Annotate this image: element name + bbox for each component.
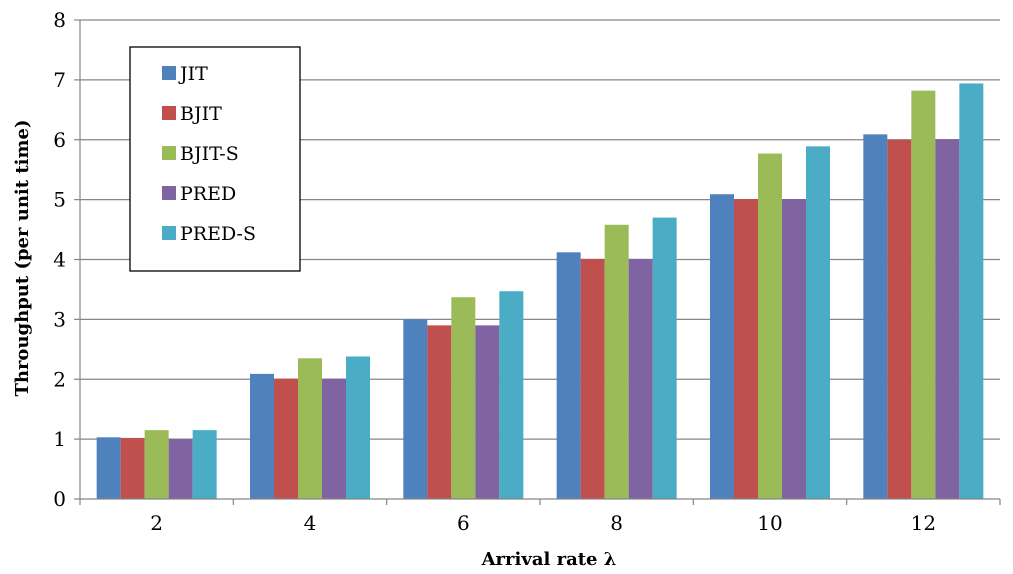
bar-pred-2 — [168, 439, 193, 499]
legend: JIT BJIT BJIT-S PRED PRED-S — [129, 46, 301, 272]
y-tick-labels: 0 1 2 3 4 5 6 7 8 — [53, 8, 66, 511]
x-tick-label: 10 — [757, 511, 782, 535]
bar-bjit-10 — [734, 199, 758, 499]
bar-bjit-12 — [887, 139, 912, 499]
legend-swatch — [162, 146, 176, 160]
bar-jit-10 — [710, 194, 734, 499]
legend-label: PRED-S — [180, 223, 256, 245]
bar-pred-s-6 — [499, 291, 524, 499]
y-tick-label: 3 — [53, 307, 66, 331]
bar-bjit-s-2 — [144, 430, 169, 499]
bar-pred-4 — [322, 378, 346, 499]
bar-bjit-s-12 — [911, 90, 936, 499]
bar-pred-s-8 — [652, 217, 677, 499]
legend-box — [129, 46, 301, 272]
bar-bjit-6 — [427, 325, 452, 499]
bar-pred-12 — [935, 139, 960, 499]
bar-bjit-s-4 — [298, 358, 322, 499]
x-tick-label: 8 — [610, 511, 623, 535]
bar-bjit-2 — [120, 437, 145, 499]
bar-bjit-4 — [274, 378, 298, 499]
bar-pred-6 — [475, 325, 500, 499]
y-tick-label: 5 — [53, 188, 66, 212]
x-tick-label: 12 — [911, 511, 936, 535]
y-tick-label: 4 — [53, 248, 66, 272]
legend-swatch — [162, 106, 176, 120]
bar-jit-4 — [250, 373, 274, 499]
x-tick-label: 4 — [304, 511, 317, 535]
legend-swatch — [162, 226, 176, 240]
x-axis-title: Arrival rate λ — [481, 549, 617, 570]
y-tick-label: 2 — [53, 367, 66, 391]
bar-jit-12 — [863, 134, 888, 499]
y-axis-title: Throughput (per unit time) — [12, 119, 33, 396]
y-tick-label: 6 — [53, 128, 66, 152]
bar-pred-8 — [628, 258, 653, 499]
bar-jit-6 — [403, 319, 428, 499]
bar-pred-s-4 — [346, 356, 370, 499]
legend-label: JIT — [178, 63, 208, 85]
legend-swatch — [162, 186, 176, 200]
y-tick-label: 7 — [53, 68, 66, 92]
y-tick-label: 1 — [53, 427, 66, 451]
bar-pred-10 — [782, 199, 806, 499]
legend-swatch — [162, 66, 176, 80]
bar-jit-2 — [96, 437, 121, 499]
legend-label: BJIT-S — [180, 143, 239, 165]
bar-pred-s-2 — [192, 430, 217, 499]
bar-pred-s-10 — [806, 146, 830, 499]
y-tick-label: 8 — [53, 8, 66, 32]
bar-bjit-s-6 — [451, 297, 476, 499]
bar-bjit-s-8 — [604, 224, 629, 499]
axes — [74, 19, 1001, 505]
bar-pred-s-12 — [959, 83, 984, 499]
legend-label: PRED — [180, 183, 236, 205]
bar-bjit-8 — [580, 258, 605, 499]
bar-jit-8 — [556, 252, 581, 499]
x-tick-labels: 2 4 6 8 10 12 — [150, 511, 936, 535]
x-tick-label: 6 — [457, 511, 470, 535]
bar-bjit-s-10 — [758, 153, 782, 500]
y-tick-label: 0 — [53, 487, 66, 511]
bars — [96, 83, 984, 500]
x-tick-label: 2 — [150, 511, 163, 535]
legend-label: BJIT — [180, 103, 222, 125]
